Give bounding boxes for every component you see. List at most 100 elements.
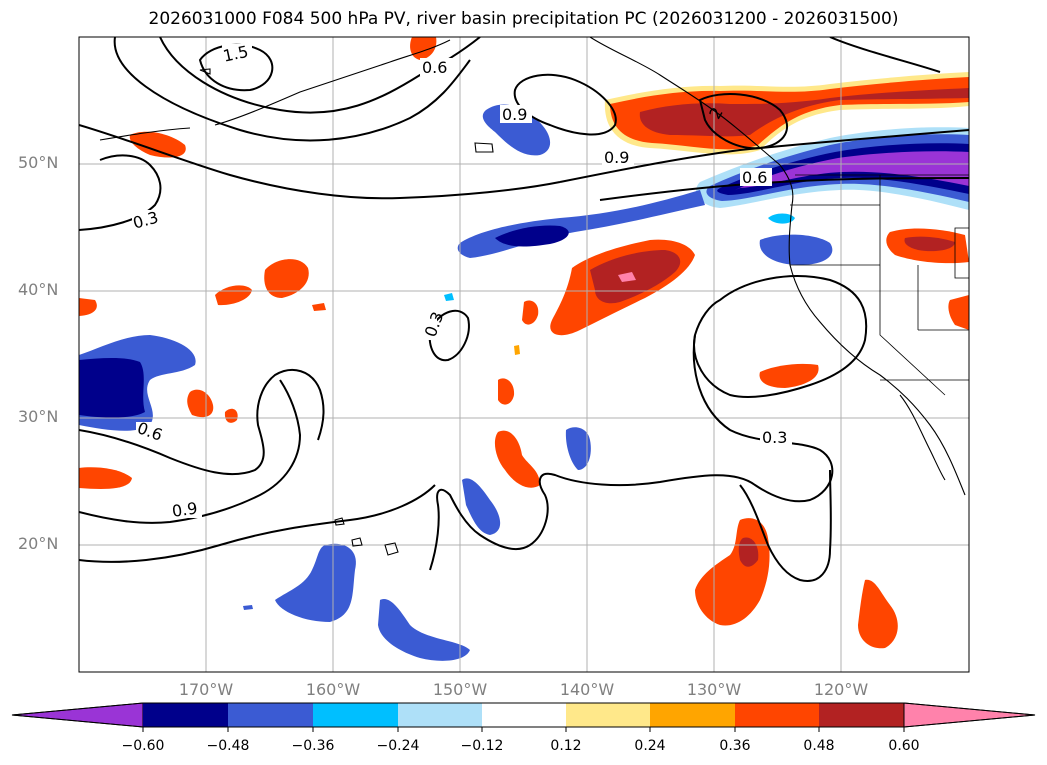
contour-label: 0.9 xyxy=(502,105,527,124)
lon-tick-label: 140°W xyxy=(559,680,615,699)
contour-label: 0.3 xyxy=(762,428,787,447)
coastlines xyxy=(99,37,966,556)
shade-pos-j xyxy=(224,408,238,423)
contour-label: 0.6 xyxy=(742,168,767,187)
shade-pos-central-red xyxy=(590,250,681,304)
lon-tick-label: 130°W xyxy=(686,680,742,699)
positive-pc-shading xyxy=(79,37,969,649)
shade-pos-central-pink xyxy=(618,272,636,282)
colorbar-label: −0.36 xyxy=(291,738,335,754)
colorbar-extend-high xyxy=(903,702,1036,728)
map-title: 2026031000 F084 500 hPa PV, river basin … xyxy=(148,9,899,29)
shade-neg-south-c xyxy=(462,478,501,535)
island-small-a xyxy=(474,142,494,153)
shade-neg-tiny-b xyxy=(243,605,253,610)
shade-pos-f xyxy=(759,363,819,388)
border-nv-ca xyxy=(879,265,946,396)
shade-neg-blob-b xyxy=(759,234,833,265)
lat-tick-label: 40°N xyxy=(18,280,59,299)
shade-neg-tiny-a xyxy=(444,293,454,301)
colorbar-label: 0.12 xyxy=(550,738,582,754)
coast-west-us xyxy=(788,204,966,496)
shade-pos-o xyxy=(858,579,898,649)
lat-tick-label: 50°N xyxy=(18,153,59,172)
contour-0.9-south xyxy=(79,379,302,524)
colorbar-extend-low xyxy=(11,702,144,728)
colorbar-segment xyxy=(819,703,904,727)
shade-pos-m xyxy=(522,300,539,325)
shade-pos-i xyxy=(187,389,214,418)
colorbar-label: 0.24 xyxy=(634,738,666,754)
colorbar-segment xyxy=(228,703,313,727)
plot-area xyxy=(79,37,969,672)
lon-tick-label: 170°W xyxy=(178,680,234,699)
contour-ne-top xyxy=(829,37,941,73)
shade-neg-south-d xyxy=(565,427,591,470)
contour-0.3-east-b xyxy=(429,334,834,571)
coast-baja xyxy=(899,394,946,481)
shade-neg-south-b xyxy=(378,599,470,661)
contour-0.6-ne xyxy=(698,93,789,150)
island-maui xyxy=(384,542,399,556)
island-oahu xyxy=(351,537,363,547)
coast-alaska xyxy=(214,39,451,126)
contour-label: 1.5 xyxy=(221,42,250,66)
colorbar xyxy=(11,702,1036,732)
colorbar-label: −0.12 xyxy=(460,738,504,754)
island-kauai xyxy=(334,517,345,526)
coast-bc-alaska xyxy=(589,37,794,206)
contour-ne-band-a xyxy=(559,129,969,183)
colorbar-segment xyxy=(482,703,566,727)
shade-pos-a xyxy=(264,259,309,298)
shade-neg-west-core xyxy=(79,358,145,418)
colorbar-segment xyxy=(398,703,482,727)
colorbar-label: 0.36 xyxy=(719,738,751,754)
colorbar-label: −0.60 xyxy=(121,738,165,754)
shade-pos-e xyxy=(948,295,969,330)
shade-pos-c xyxy=(129,131,186,158)
contour-0.6-west xyxy=(79,369,325,476)
contour-0.6-north xyxy=(113,37,471,142)
coast-aleutian xyxy=(99,127,191,141)
contour-label: 0.9 xyxy=(171,499,199,521)
borders xyxy=(790,174,969,396)
colorbar-segment xyxy=(735,703,819,727)
contour-0.3-west xyxy=(79,154,162,231)
colorbar-segment xyxy=(566,703,650,727)
shade-pos-tiny-a xyxy=(312,303,326,311)
shade-pos-b xyxy=(215,285,252,306)
shade-pos-g xyxy=(79,298,97,316)
colorbar-label: 0.60 xyxy=(888,738,920,754)
lon-tick-label: 120°W xyxy=(813,680,869,699)
shade-neg-south-a xyxy=(275,543,356,622)
gridlines xyxy=(79,37,969,672)
lon-tick-label: 150°W xyxy=(432,680,488,699)
lon-tick-label: 160°W xyxy=(305,680,361,699)
contour-0.3-north xyxy=(79,124,561,200)
shade-neg-blob-c xyxy=(768,213,795,224)
colorbar-segment xyxy=(143,703,228,727)
contour-label: 0.9 xyxy=(604,148,629,167)
shade-neg-filament-core xyxy=(495,225,569,247)
contour-label-bg xyxy=(132,44,792,518)
contour-labels: 1.5 0.6 0.9 0.9 0.6 0.3 0.3 0.6 0.9 0.3 … xyxy=(131,42,788,521)
colorbar-label: −0.24 xyxy=(376,738,420,754)
shade-pos-k xyxy=(494,430,540,488)
lat-tick-label: 30°N xyxy=(18,407,59,426)
contour-east-tail xyxy=(739,469,832,582)
shade-pos-d-red xyxy=(904,236,955,252)
border-small-box xyxy=(954,227,969,279)
shade-neg-band-ne-purple xyxy=(735,151,969,190)
shade-pos-h xyxy=(79,467,132,489)
contour-0.3-south xyxy=(79,484,436,563)
contour-0.9-mid xyxy=(513,73,617,136)
plot-frame xyxy=(78,36,970,673)
contour-label: 0.6 xyxy=(422,58,447,77)
shade-pos-l xyxy=(498,378,515,405)
colorbar-label: 0.48 xyxy=(803,738,835,754)
contour-0.3-center xyxy=(428,309,470,362)
shade-pos-ne-band-red xyxy=(639,88,969,137)
shade-pos-p xyxy=(410,37,437,60)
colorbar-segment xyxy=(650,703,735,727)
